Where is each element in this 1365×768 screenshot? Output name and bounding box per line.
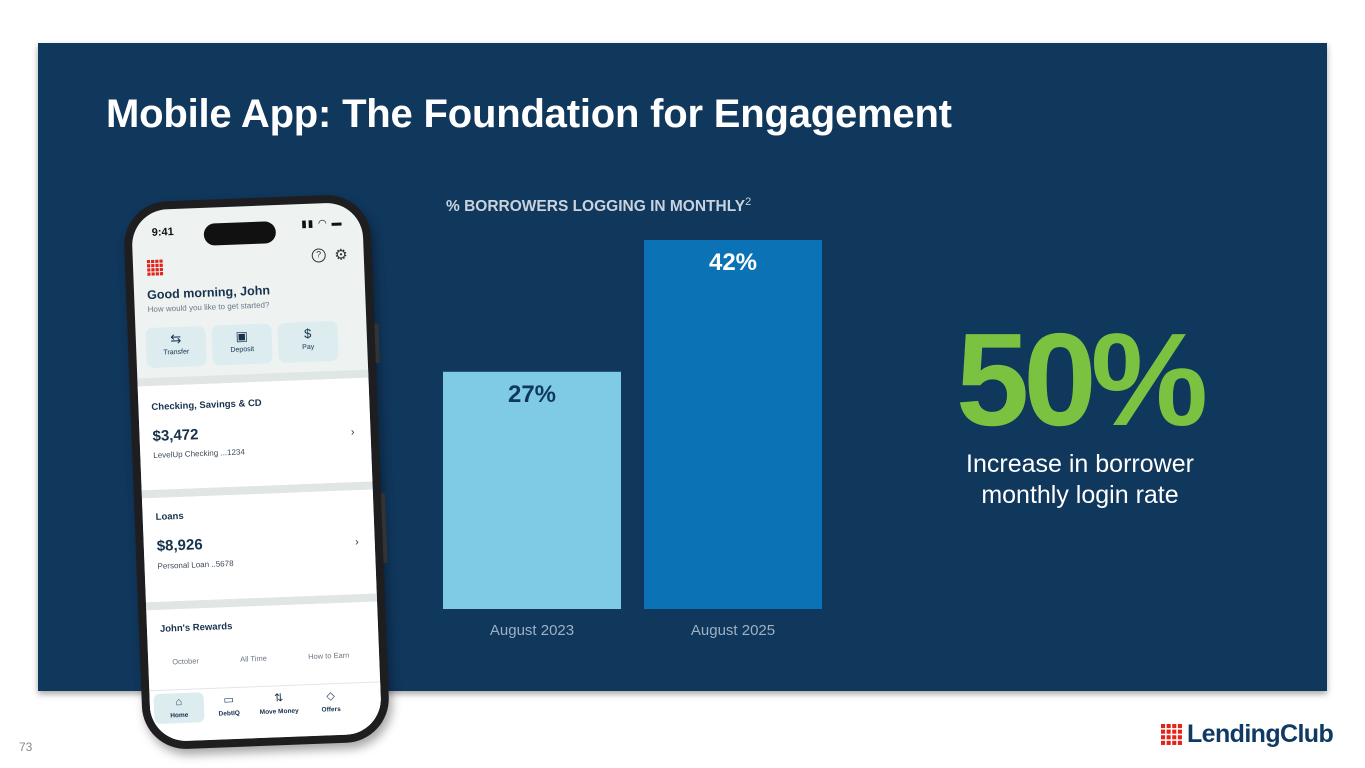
move-money-icon: ⇅	[273, 692, 284, 705]
deposit-label: Deposit	[230, 346, 255, 354]
tab-move-money-label: Move Money	[259, 707, 299, 717]
chevron-right-icon: ›	[350, 426, 355, 439]
rewards-how-to-earn: How to Earn	[307, 650, 350, 662]
status-icons: ▮▮ ◠ ▬	[301, 217, 343, 231]
pay-label: Pay	[302, 343, 315, 352]
chart-title-text: % BORROWERS LOGGING IN MONTHLY	[446, 198, 746, 216]
transfer-icon: ⇆	[170, 330, 182, 347]
loans-account: Personal Loan ..5678	[157, 558, 234, 571]
checking-account: LevelUp Checking ...1234	[153, 447, 246, 460]
transfer-button[interactable]: ⇆ Transfer	[145, 325, 207, 369]
slide-title: Mobile App: The Foundation for Engagemen…	[106, 92, 952, 136]
transfer-label: Transfer	[163, 348, 190, 357]
debtiq-icon: ▭	[223, 694, 235, 707]
deposit-button[interactable]: ▣ Deposit	[211, 323, 273, 366]
page-number: 73	[19, 740, 33, 754]
home-icon: ⌂	[175, 696, 183, 709]
loans-amount: $8,926	[156, 536, 203, 555]
lendingclub-grid-icon	[1161, 724, 1182, 745]
rewards-all-time: All Time	[240, 653, 268, 664]
offers-icon: ◇	[326, 690, 336, 703]
lendingclub-app-icon	[146, 259, 164, 276]
tab-offers-label: Offers	[321, 705, 341, 714]
rewards-october: October	[172, 656, 200, 667]
subgreeting: How would you like to get started?	[147, 300, 270, 315]
deposit-icon: ▣	[235, 328, 249, 344]
tab-home-label: Home	[170, 711, 189, 720]
phone-screen: 9:41 ▮▮ ◠ ▬ ? ⚙ Good morning, John How w…	[130, 201, 383, 743]
tab-bar: ⌂ Home ▭ DebtIQ ⇅ Move Money ◇ Offers	[149, 681, 383, 743]
greeting: Good morning, John	[146, 283, 271, 303]
chart-title: % BORROWERS LOGGING IN MONTHLY2	[446, 196, 751, 216]
loans-card[interactable]: Loans $8,926 Personal Loan ..5678 ›	[141, 489, 377, 603]
rewards-heading: John's Rewards	[159, 621, 233, 635]
phone-notch	[203, 221, 277, 246]
loans-heading: Loans	[155, 510, 184, 523]
stat-number: 50%	[955, 306, 1208, 453]
chart-title-footnote: 2	[745, 196, 752, 208]
tab-debtiq[interactable]: ▭ DebtIQ	[204, 693, 255, 718]
stat-label: Increase in borrower monthly login rate	[966, 450, 1194, 509]
tab-move-money[interactable]: ⇅ Move Money	[253, 691, 304, 716]
logo-text: LendingClub	[1187, 720, 1334, 748]
checking-card[interactable]: Checking, Savings & CD $3,472 LevelUp Ch…	[137, 377, 373, 491]
tab-offers[interactable]: ◇ Offers	[305, 689, 356, 714]
help-icon[interactable]: ?	[311, 248, 326, 263]
gear-icon[interactable]: ⚙	[333, 246, 349, 264]
phone-time: 9:41	[151, 226, 174, 239]
tab-debtiq-label: DebtIQ	[218, 709, 241, 718]
pay-icon: $	[303, 325, 312, 342]
lendingclub-logo: LendingClub	[1161, 720, 1334, 749]
chevron-right-icon: ›	[354, 536, 359, 549]
checking-heading: Checking, Savings & CD	[151, 397, 262, 413]
pay-button[interactable]: $ Pay	[277, 320, 339, 364]
tab-home[interactable]: ⌂ Home	[153, 692, 205, 725]
checking-amount: $3,472	[152, 426, 199, 445]
phone-mockup: 9:41 ▮▮ ◠ ▬ ? ⚙ Good morning, John How w…	[122, 193, 391, 751]
